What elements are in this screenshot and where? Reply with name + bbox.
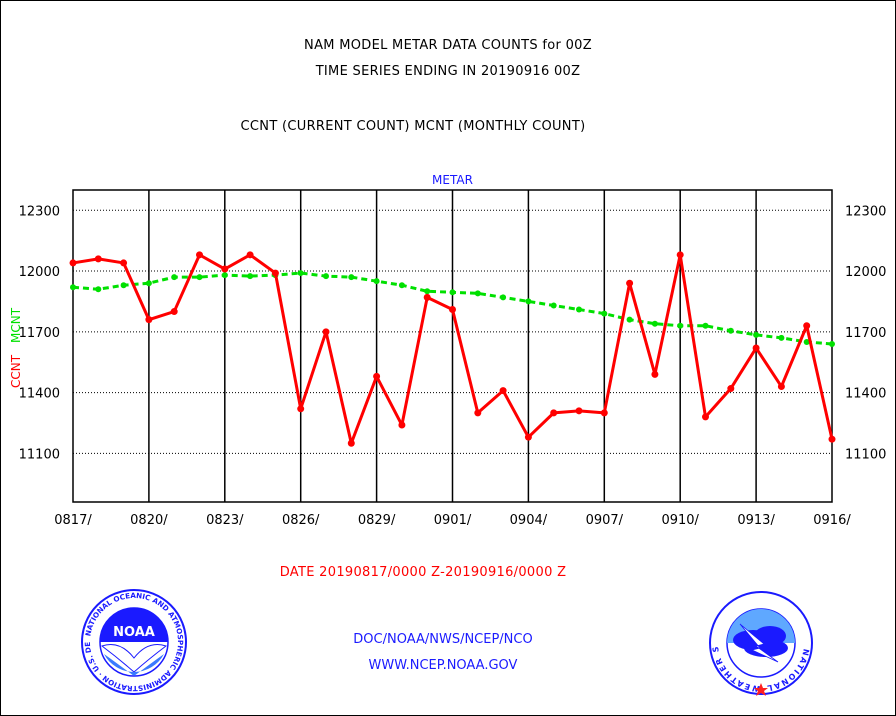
data-point-mcnt bbox=[145, 280, 152, 287]
y-axis-label-mcnt: MCNT bbox=[9, 307, 23, 343]
data-point-ccnt bbox=[271, 269, 279, 277]
data-point-mcnt bbox=[525, 298, 532, 305]
y-tick-label-left: 11100 bbox=[19, 447, 60, 462]
y-axis-label-ccnt: CCNT bbox=[9, 354, 23, 388]
x-tick-label: 0826/ bbox=[282, 513, 320, 528]
data-point-mcnt bbox=[297, 270, 304, 277]
y-tick-label-left: 11400 bbox=[19, 387, 60, 402]
label-layer: 11100 11100 11400 11400 11700 11700 12000 12000… bbox=[9, 173, 886, 528]
data-point-ccnt bbox=[626, 279, 634, 287]
x-tick-label: 0817/ bbox=[54, 513, 92, 528]
data-point-mcnt bbox=[196, 274, 203, 281]
data-point-mcnt bbox=[550, 302, 557, 309]
series-layer bbox=[69, 251, 836, 447]
data-point-mcnt bbox=[651, 320, 658, 327]
data-point-mcnt bbox=[373, 278, 380, 285]
data-point-ccnt bbox=[651, 370, 659, 378]
data-point-mcnt bbox=[677, 322, 684, 329]
date-range-label: DATE 20190817/0000 Z-20190916/0000 Z bbox=[279, 565, 567, 580]
data-point-ccnt bbox=[777, 383, 785, 391]
data-point-mcnt bbox=[702, 322, 709, 329]
org-path-text: DOC/NOAA/NWS/NCEP/NCO bbox=[353, 632, 533, 647]
y-tick-label-left: 11700 bbox=[19, 326, 60, 341]
data-point-ccnt bbox=[398, 421, 406, 429]
data-point-ccnt bbox=[702, 413, 709, 421]
data-point-mcnt bbox=[348, 274, 355, 281]
data-point-mcnt bbox=[171, 274, 178, 281]
data-point-ccnt bbox=[600, 409, 608, 417]
x-tick-label: 0904/ bbox=[510, 513, 548, 528]
y-tick-label-right: 12300 bbox=[845, 204, 886, 219]
data-point-mcnt bbox=[753, 331, 760, 338]
data-point-mcnt bbox=[803, 338, 810, 345]
data-point-mcnt bbox=[829, 340, 835, 347]
data-point-mcnt bbox=[221, 272, 228, 279]
noaa-logo-icon: NATIONAL OCEANIC AND ATMOSPHERIC ADMINIS… bbox=[80, 588, 187, 695]
data-point-ccnt bbox=[828, 435, 836, 443]
data-point-mcnt bbox=[778, 334, 785, 341]
website-link[interactable]: WWW.NCEP.NOAA.GOV bbox=[368, 658, 518, 673]
data-point-mcnt bbox=[626, 316, 633, 323]
data-point-ccnt bbox=[94, 255, 102, 263]
y-tick-label-right: 12000 bbox=[845, 265, 886, 280]
y-tick-label-left: 12300 bbox=[19, 204, 60, 219]
data-point-ccnt bbox=[803, 322, 811, 330]
data-point-mcnt bbox=[120, 282, 127, 289]
data-point-ccnt bbox=[120, 259, 128, 267]
x-tick-label: 0829/ bbox=[358, 513, 396, 528]
chart-title-line-3: CCNT (CURRENT COUNT) MCNT (MONTHLY COUNT… bbox=[240, 119, 586, 134]
nws-logo-icon: NATIONAL WEATHER SERVICE bbox=[708, 590, 813, 696]
data-point-ccnt bbox=[145, 316, 153, 324]
grid-layer bbox=[72, 189, 833, 503]
data-point-mcnt bbox=[323, 273, 329, 280]
data-point-ccnt bbox=[676, 251, 684, 259]
data-point-ccnt bbox=[246, 251, 254, 259]
data-point-ccnt bbox=[524, 433, 532, 441]
data-point-mcnt bbox=[398, 282, 405, 289]
chart-title-line-1: NAM MODEL METAR DATA COUNTS for 00Z bbox=[304, 38, 592, 53]
data-point-mcnt bbox=[727, 327, 734, 334]
data-point-ccnt bbox=[727, 385, 735, 393]
data-point-ccnt bbox=[474, 409, 482, 417]
data-point-ccnt bbox=[373, 372, 381, 380]
data-point-mcnt bbox=[500, 294, 507, 301]
y-tick-label-right: 11100 bbox=[845, 447, 886, 462]
data-point-ccnt bbox=[347, 439, 355, 447]
data-point-ccnt bbox=[170, 308, 178, 316]
data-point-mcnt bbox=[424, 288, 431, 295]
data-point-mcnt bbox=[601, 310, 608, 317]
data-point-ccnt bbox=[196, 251, 203, 259]
data-point-ccnt bbox=[322, 328, 330, 336]
x-tick-label: 0913/ bbox=[737, 513, 775, 528]
data-point-ccnt bbox=[69, 259, 77, 267]
y-tick-label-right: 11700 bbox=[845, 326, 886, 341]
x-tick-label: 0910/ bbox=[661, 513, 699, 528]
y-tick-label-left: 12000 bbox=[19, 265, 60, 280]
x-tick-label: 0907/ bbox=[586, 513, 624, 528]
data-point-mcnt bbox=[95, 286, 102, 293]
chart-title-line-2: TIME SERIES ENDING IN 20190916 00Z bbox=[315, 64, 581, 79]
data-point-ccnt bbox=[423, 293, 431, 301]
y-tick-label-right: 11400 bbox=[845, 387, 886, 402]
data-point-mcnt bbox=[70, 284, 76, 291]
data-point-ccnt bbox=[550, 409, 558, 417]
x-tick-label: 0916/ bbox=[813, 513, 851, 528]
x-tick-label: 0820/ bbox=[130, 513, 168, 528]
data-point-ccnt bbox=[499, 387, 507, 395]
data-point-ccnt bbox=[575, 407, 583, 415]
data-point-mcnt bbox=[576, 306, 582, 313]
x-tick-label: 0901/ bbox=[434, 513, 472, 528]
data-point-mcnt bbox=[474, 290, 481, 297]
noaa-logo-text: NOAA bbox=[113, 625, 155, 640]
data-point-ccnt bbox=[221, 265, 229, 273]
data-point-ccnt bbox=[752, 344, 760, 352]
data-point-mcnt bbox=[449, 289, 456, 296]
data-point-ccnt bbox=[449, 306, 456, 314]
panel-title: METAR bbox=[432, 173, 473, 187]
data-point-mcnt bbox=[247, 273, 254, 280]
x-tick-label: 0823/ bbox=[206, 513, 244, 528]
data-point-ccnt bbox=[297, 405, 305, 413]
